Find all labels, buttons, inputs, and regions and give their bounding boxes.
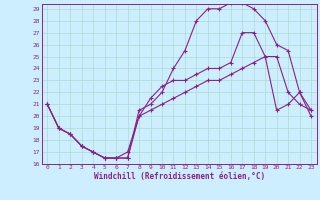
X-axis label: Windchill (Refroidissement éolien,°C): Windchill (Refroidissement éolien,°C) (94, 172, 265, 181)
